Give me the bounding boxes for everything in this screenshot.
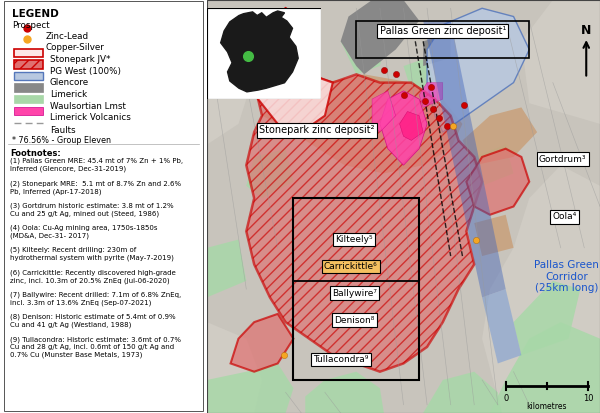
Text: Pallas Green zinc deposit¹: Pallas Green zinc deposit¹ (380, 26, 506, 36)
Text: Denison⁸: Denison⁸ (334, 316, 374, 325)
Text: (3) Gortdrum historic estimate: 3.8 mt of 1.2%
Cu and 25 g/t Ag, mined out (Stee: (3) Gortdrum historic estimate: 3.8 mt o… (10, 202, 174, 217)
Text: Prospect: Prospect (13, 21, 50, 30)
Text: Tullacondra⁹: Tullacondra⁹ (313, 355, 368, 364)
FancyBboxPatch shape (14, 83, 43, 92)
Text: kilometres: kilometres (527, 402, 567, 411)
Polygon shape (207, 322, 262, 413)
Polygon shape (221, 11, 298, 92)
Text: Stonepark zinc deposit²: Stonepark zinc deposit² (259, 125, 375, 135)
FancyBboxPatch shape (14, 107, 43, 115)
FancyBboxPatch shape (207, 8, 321, 99)
Text: (7) Ballywire: Recent drilled: 7.1m of 6.8% ZnEq,
incl. 3.3m of 13.6% ZnEq (Sep-: (7) Ballywire: Recent drilled: 7.1m of 6… (10, 292, 182, 306)
Text: (5) Kilteely: Recent drilling: 230m of
hydrothermal system with pyrite (May-7-20: (5) Kilteely: Recent drilling: 230m of h… (10, 247, 174, 261)
Text: Footnotes:: Footnotes: (10, 149, 61, 158)
Polygon shape (341, 21, 388, 74)
Polygon shape (207, 363, 293, 413)
Text: 0: 0 (503, 394, 508, 403)
Text: * 76.56% - Group Eleven: * 76.56% - Group Eleven (13, 136, 112, 145)
Polygon shape (466, 149, 529, 215)
Polygon shape (490, 322, 600, 413)
Text: PG West (100%): PG West (100%) (50, 67, 121, 76)
Text: (6) Carrickittle: Recently discovered high-grade
zinc, incl. 10.3m of 20.5% ZnEq: (6) Carrickittle: Recently discovered hi… (10, 269, 176, 284)
Polygon shape (427, 8, 529, 132)
Polygon shape (258, 8, 333, 132)
FancyBboxPatch shape (14, 60, 43, 69)
Text: Oola⁴: Oola⁴ (553, 212, 577, 221)
Polygon shape (423, 21, 506, 297)
Polygon shape (341, 0, 419, 74)
Polygon shape (419, 83, 443, 107)
Polygon shape (262, 74, 463, 173)
Polygon shape (404, 58, 435, 91)
Text: Copper-Silver: Copper-Silver (46, 43, 104, 52)
Text: (9) Tullacondra: Historic estimate: 3.6mt of 0.7%
Cu and 28 g/t Ag, incl. 0.6mt : (9) Tullacondra: Historic estimate: 3.6m… (10, 336, 181, 358)
Text: Stonepark JV*: Stonepark JV* (50, 55, 110, 64)
Polygon shape (474, 145, 514, 186)
Polygon shape (246, 8, 482, 372)
Text: Faults: Faults (50, 126, 76, 135)
Text: LEGEND: LEGEND (13, 9, 59, 19)
Text: 10: 10 (583, 394, 593, 403)
Polygon shape (482, 165, 600, 413)
Text: Limerick Volcanics: Limerick Volcanics (50, 113, 131, 122)
Polygon shape (463, 107, 537, 165)
FancyBboxPatch shape (14, 72, 43, 80)
Polygon shape (372, 91, 395, 132)
FancyBboxPatch shape (14, 95, 43, 103)
Polygon shape (521, 0, 600, 124)
Text: Ballywire⁷: Ballywire⁷ (332, 289, 377, 298)
Text: (4) Oola: Cu-Ag mining area, 1750s-1850s
(MD&A, Dec-31- 2017): (4) Oola: Cu-Ag mining area, 1750s-1850s… (10, 225, 158, 239)
Polygon shape (514, 281, 580, 355)
Text: N: N (581, 24, 592, 38)
Polygon shape (230, 314, 293, 372)
FancyBboxPatch shape (14, 49, 43, 57)
Text: (2) Stonepark MRE:  5.1 mt of 8.7% Zn and 2.6%
Pb, Inferred (Apr-17-2018): (2) Stonepark MRE: 5.1 mt of 8.7% Zn and… (10, 180, 181, 195)
Polygon shape (207, 240, 246, 297)
Text: Zinc-Lead: Zinc-Lead (46, 32, 89, 41)
Polygon shape (423, 372, 502, 413)
Polygon shape (305, 372, 384, 413)
Polygon shape (482, 289, 521, 363)
Polygon shape (246, 149, 293, 198)
Polygon shape (423, 33, 451, 66)
Text: (1) Pallas Green MRE: 45.4 mt of 7% Zn + 1% Pb,
Inferred (Glencore, Dec-31-2019): (1) Pallas Green MRE: 45.4 mt of 7% Zn +… (10, 158, 184, 172)
Polygon shape (400, 112, 423, 140)
Text: Waulsortian Lmst: Waulsortian Lmst (50, 102, 125, 111)
FancyBboxPatch shape (4, 1, 203, 411)
Text: (8) Denison: Historic estimate of 5.4mt of 0.9%
Cu and 41 g/t Ag (Westland, 1988: (8) Denison: Historic estimate of 5.4mt … (10, 314, 176, 328)
Polygon shape (474, 215, 514, 256)
Text: Pallas Green
Corridor
(25km long): Pallas Green Corridor (25km long) (534, 260, 599, 293)
Text: Limerick: Limerick (50, 90, 87, 99)
Text: Carrickittle⁶: Carrickittle⁶ (324, 262, 378, 271)
Polygon shape (207, 21, 254, 145)
Polygon shape (380, 91, 427, 165)
Text: Glencore: Glencore (50, 78, 89, 88)
Text: Kilteely⁵: Kilteely⁵ (335, 235, 373, 244)
Text: Gortdrum³: Gortdrum³ (539, 154, 586, 164)
